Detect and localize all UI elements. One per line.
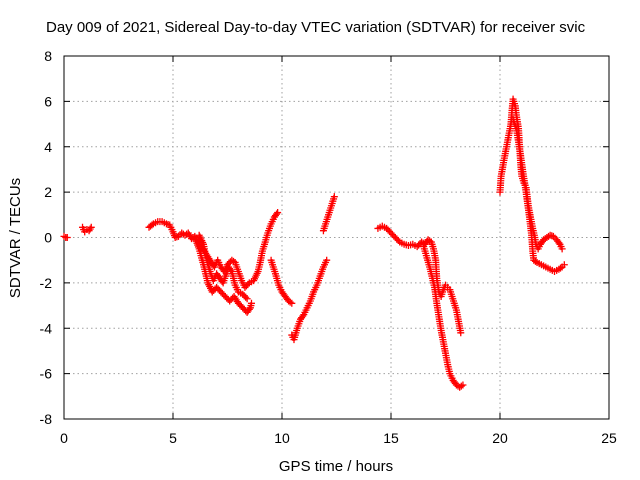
y-axis-label: SDTVAR / TECUs (7, 178, 24, 298)
data-point (558, 245, 566, 253)
x-tick-label: 20 (492, 430, 508, 446)
data-point (549, 232, 557, 240)
y-tick-label: -2 (40, 275, 53, 291)
data-point (244, 280, 252, 288)
y-tick-label: 4 (44, 139, 52, 155)
data-point (556, 264, 564, 272)
data-point (227, 266, 235, 274)
data-point (531, 257, 539, 265)
data-point (60, 232, 68, 240)
data-point (242, 293, 250, 301)
data-point (459, 381, 467, 389)
grid-lines (64, 56, 609, 419)
y-tick-label: -6 (40, 366, 53, 382)
data-point (274, 209, 282, 217)
y-tick-label: 0 (44, 230, 52, 246)
data-point (560, 261, 568, 269)
y-tick-label: -8 (40, 411, 53, 427)
y-tick-labels: -8 -6 -4 -2 0 2 4 6 8 (40, 48, 53, 427)
x-tick-label: 5 (169, 430, 177, 446)
y-tick-label: -4 (40, 320, 53, 336)
y-tick-label: 8 (44, 48, 52, 64)
x-tick-label: 15 (383, 430, 399, 446)
data-point (273, 210, 281, 218)
data-point (555, 239, 563, 247)
data-point (457, 382, 465, 390)
data-point (87, 223, 95, 231)
y-tick-label: 6 (44, 93, 52, 109)
data-point (330, 193, 338, 201)
data-point (457, 329, 465, 337)
data-point (247, 299, 255, 307)
data-point (286, 298, 294, 306)
data-point (63, 234, 71, 241)
data-point (243, 295, 251, 303)
y-tick-label: 2 (44, 184, 52, 200)
x-tick-label: 0 (60, 430, 68, 446)
data-point (323, 256, 331, 264)
data-point (148, 221, 156, 229)
data-point (288, 299, 296, 307)
data-points (60, 95, 568, 391)
data-point (299, 312, 307, 320)
x-axis-label: GPS time / hours (279, 458, 393, 475)
data-point (245, 305, 253, 313)
x-tick-label: 10 (274, 430, 290, 446)
x-tick-label: 25 (601, 430, 617, 446)
x-tick-labels: 0 5 10 15 20 25 (60, 430, 617, 446)
data-point (394, 237, 402, 245)
chart-title: Day 009 of 2021, Sidereal Day-to-day VTE… (46, 19, 586, 36)
